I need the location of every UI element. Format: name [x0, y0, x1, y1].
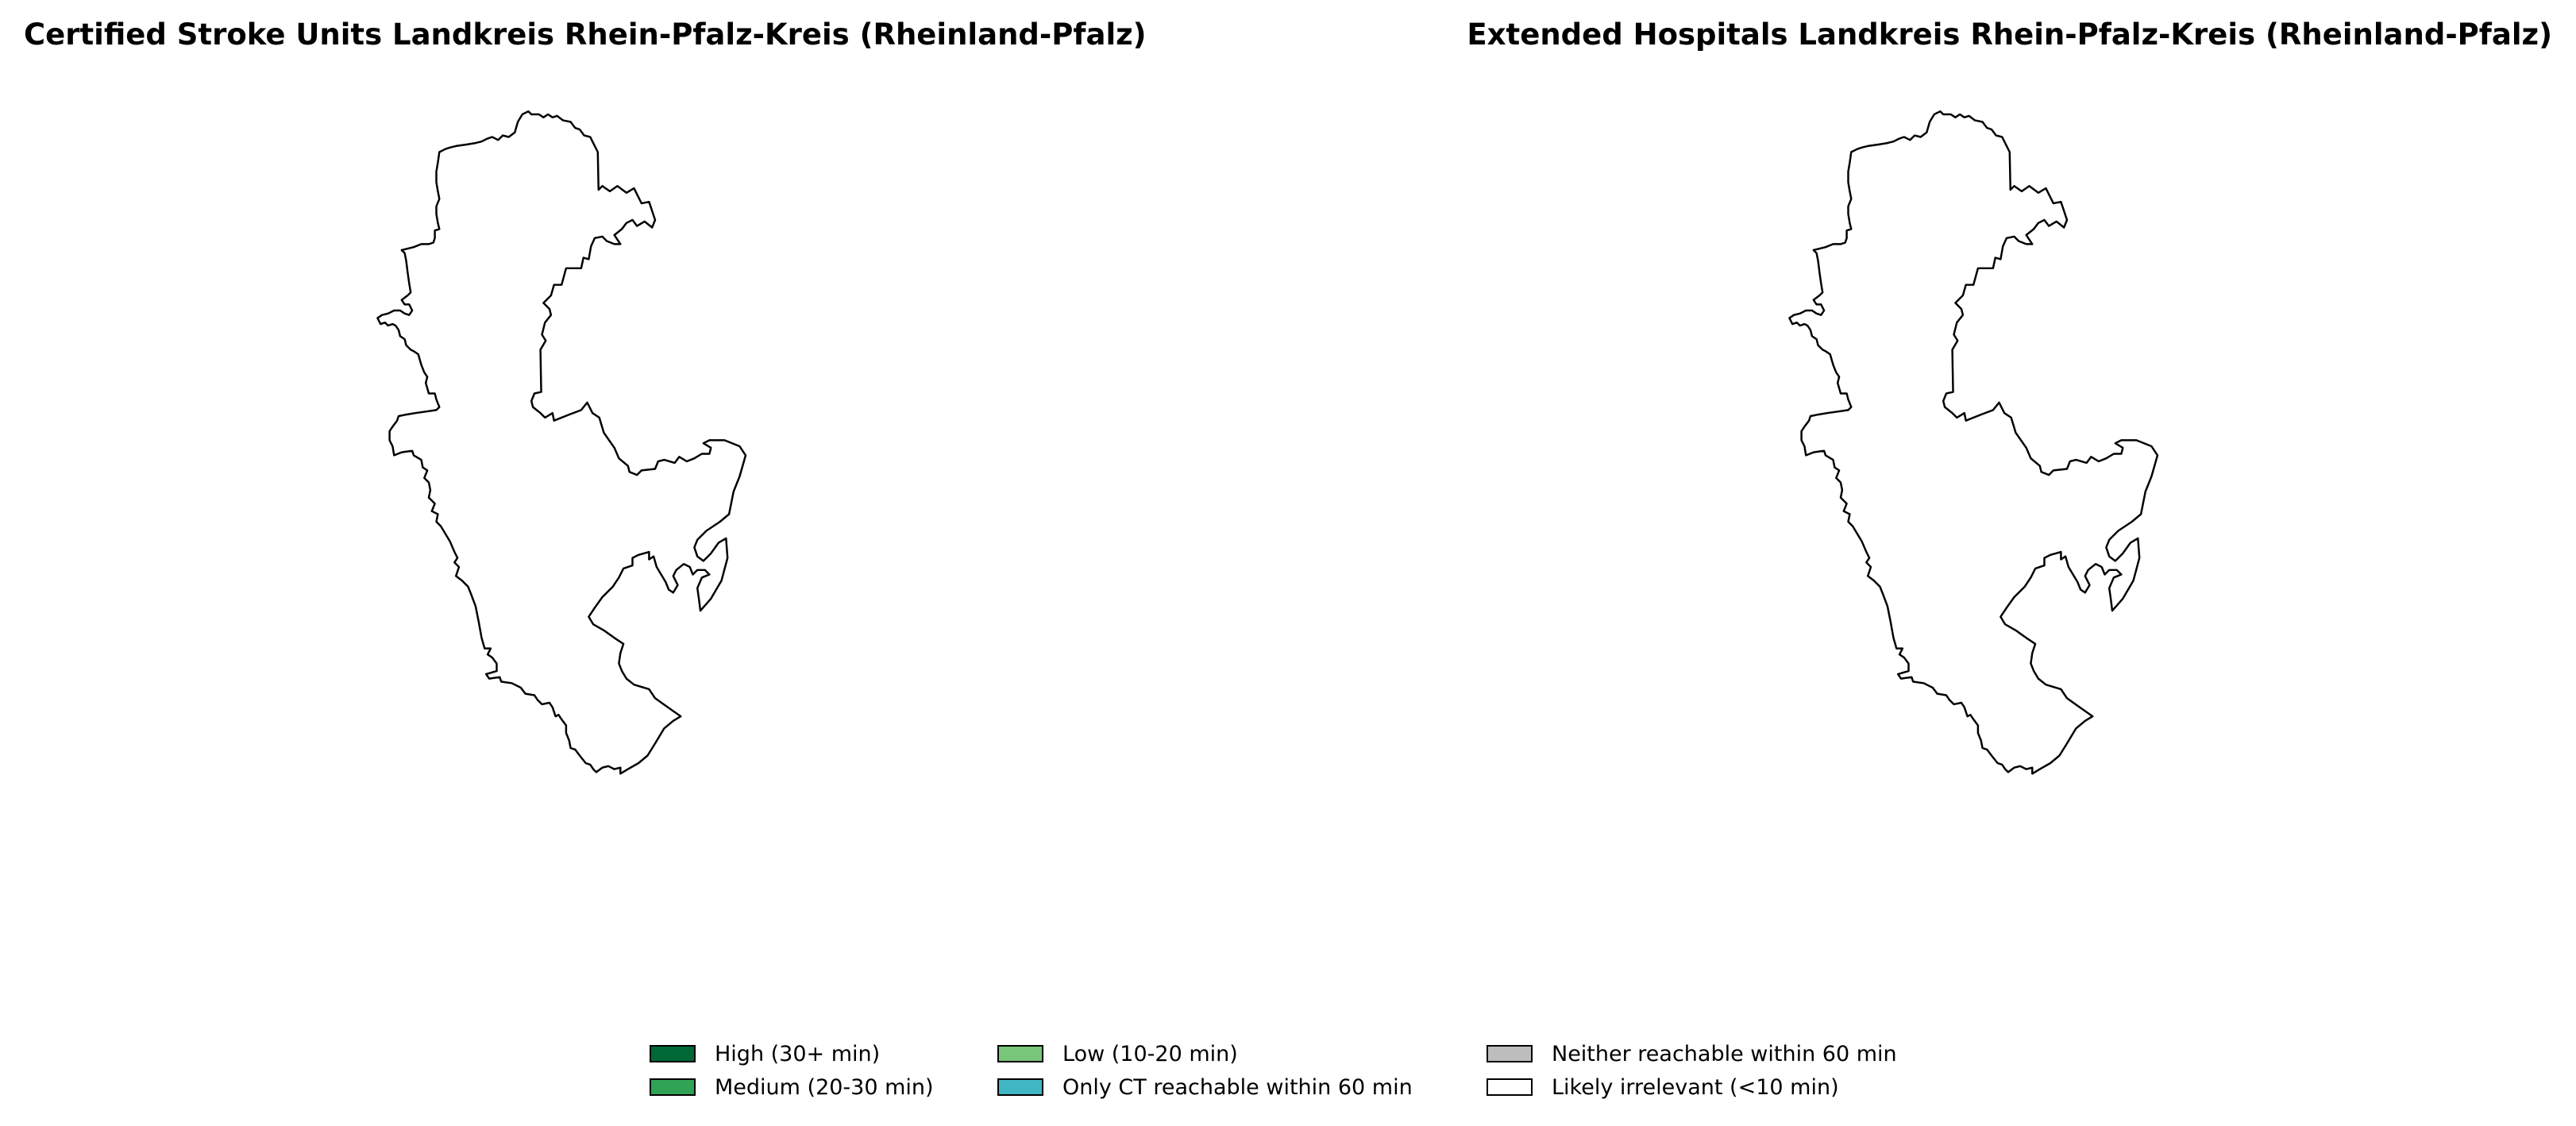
legend-label-neither: Neither reachable within 60 min: [1552, 1041, 1897, 1066]
legend-label-low: Low (10-20 min): [1062, 1041, 1238, 1066]
map-title-extended-hospitals: Extended Hospitals Landkreis Rhein-Pfalz…: [1467, 17, 2552, 52]
legend-label-irrelevant: Likely irrelevant (<10 min): [1552, 1074, 1839, 1100]
legend: High (30+ min) Medium (20-30 min) Low (1…: [650, 1040, 1952, 1109]
legend-item-low: Low (10-20 min): [997, 1040, 1238, 1067]
district-outline: [376, 110, 747, 775]
legend-item-neither: Neither reachable within 60 min: [1487, 1040, 1897, 1067]
district-outline: [1788, 110, 2159, 775]
map-title-stroke-units: Certified Stroke Units Landkreis Rhein-P…: [24, 17, 1147, 52]
legend-swatch-only-ct: [997, 1078, 1043, 1096]
legend-swatch-irrelevant: [1487, 1078, 1533, 1096]
legend-item-high: High (30+ min): [650, 1040, 880, 1067]
legend-swatch-neither: [1487, 1045, 1533, 1062]
legend-swatch-low: [997, 1045, 1043, 1062]
legend-swatch-medium: [650, 1078, 696, 1096]
map-extended-hospitals: [1788, 110, 2159, 775]
legend-label-high: High (30+ min): [715, 1041, 881, 1066]
legend-label-only-ct: Only CT reachable within 60 min: [1062, 1074, 1413, 1100]
legend-label-medium: Medium (20-30 min): [715, 1074, 934, 1100]
legend-item-medium: Medium (20-30 min): [650, 1074, 934, 1101]
map-stroke-units: [376, 110, 747, 775]
legend-item-only-ct: Only CT reachable within 60 min: [997, 1074, 1413, 1101]
legend-item-irrelevant: Likely irrelevant (<10 min): [1487, 1074, 1839, 1101]
legend-swatch-high: [650, 1045, 696, 1062]
